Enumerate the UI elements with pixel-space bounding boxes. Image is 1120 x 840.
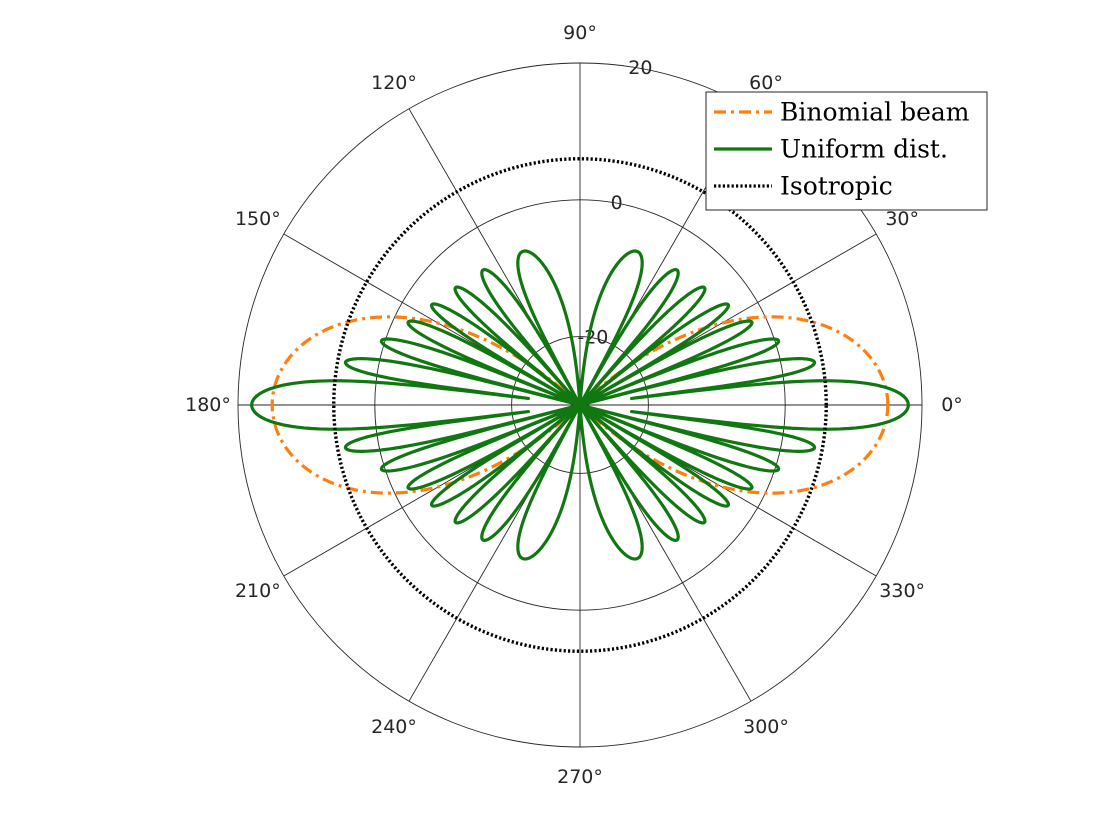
angle-label-270: 270° xyxy=(557,766,603,788)
legend-box xyxy=(705,91,988,211)
angle-label-90: 90° xyxy=(563,22,597,44)
angle-label-180: 180° xyxy=(185,394,231,416)
angle-label-120: 120° xyxy=(371,72,417,94)
series-line-0 xyxy=(270,315,890,495)
radial-label-2: 0 xyxy=(611,192,623,214)
radial-label-3: 20 xyxy=(628,57,652,79)
angle-label-330: 330° xyxy=(879,580,925,602)
angle-label-60: 60° xyxy=(749,72,783,94)
series-line-2 xyxy=(332,157,828,653)
series-lines xyxy=(250,157,910,653)
angle-label-300: 300° xyxy=(743,716,789,738)
angle-label-30: 30° xyxy=(885,208,919,230)
angle-label-0: 0° xyxy=(941,394,963,416)
angle-label-240: 240° xyxy=(371,716,417,738)
angle-tick-labels: 0° 30° 60° 90° 120° 150° 180° 210° 240° 270° 300° 3… xyxy=(185,22,963,788)
angle-label-150: 150° xyxy=(235,208,281,230)
legend-label-0: Binomial beam xyxy=(780,98,970,127)
legend-label-2: Isotropic xyxy=(780,172,893,201)
radial-label-1: -20 xyxy=(577,327,608,349)
series-line-1 xyxy=(250,249,910,561)
legend: Binomial beam Uniform dist. Isotropic xyxy=(705,91,988,211)
angle-label-210: 210° xyxy=(235,580,281,602)
legend-label-1: Uniform dist. xyxy=(780,135,948,164)
